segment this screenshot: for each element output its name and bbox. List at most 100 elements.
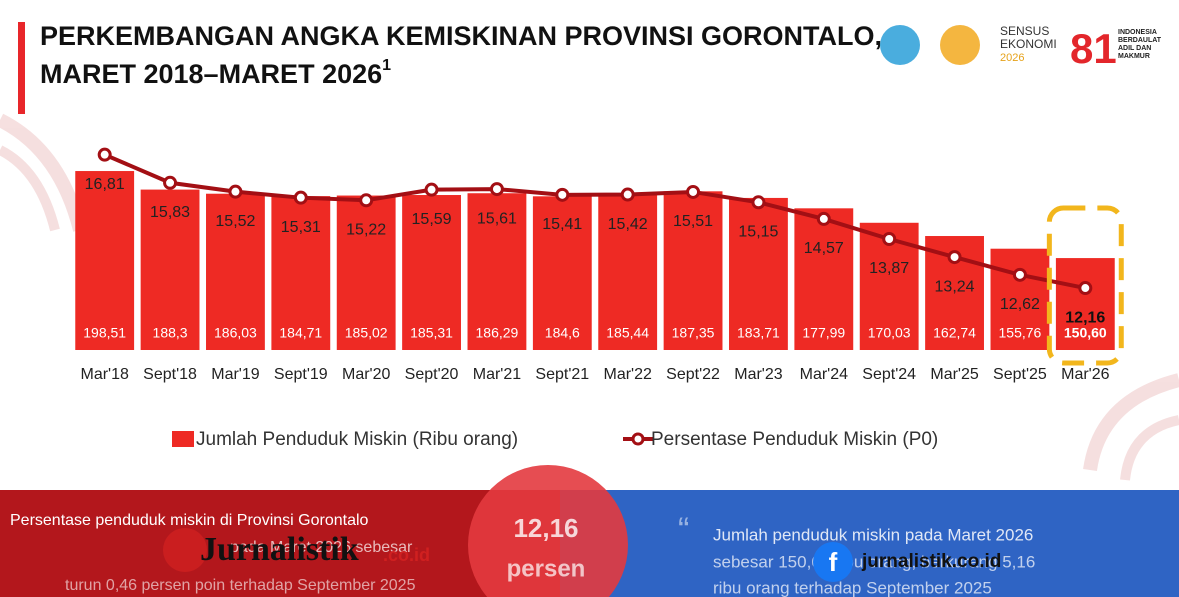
slogan: BERDAULAT [1118, 37, 1162, 44]
bar-value-label: 150,60 [1064, 325, 1107, 341]
x-tick-label: Sept'24 [862, 366, 916, 383]
line-point [97, 147, 112, 162]
line-point [555, 187, 570, 202]
legend-label: Jumlah Penduduk Miskin (Ribu orang) [196, 429, 518, 450]
bar [598, 194, 658, 350]
line-value-label: 15,42 [608, 216, 648, 233]
logo-81: 81 [1070, 25, 1117, 72]
legend-swatch [631, 432, 645, 446]
bar-value-label: 170,03 [868, 325, 911, 341]
facebook-icon [813, 542, 853, 582]
bar-value-label: 185,44 [606, 325, 649, 341]
line-value-label: 13,24 [935, 278, 975, 295]
line-value-label: 15,51 [673, 213, 713, 230]
line-point [686, 184, 701, 199]
x-tick-label: Mar'18 [80, 366, 129, 383]
bar [336, 195, 396, 350]
bar-value-label: 184,6 [545, 325, 580, 341]
summary-text: turun 0,46 persen poin terhadap Septembe… [65, 577, 416, 594]
line-point [947, 250, 962, 265]
line-point [882, 231, 897, 246]
subtitle-text: MARET 2018–MARET 2026 [40, 59, 382, 89]
bar [402, 195, 461, 350]
bar [467, 193, 527, 350]
x-tick-label: Mar'23 [734, 366, 783, 383]
x-tick-label: Mar'24 [800, 366, 849, 383]
watermark-text: jurnalistik.co.id [861, 551, 1001, 572]
line-value-label: 15,31 [281, 219, 321, 236]
bar [729, 197, 788, 350]
bar-value-label: 184,71 [279, 325, 322, 341]
line-value-label: 12,16 [1065, 309, 1105, 326]
bar-value-label: 183,71 [737, 325, 780, 341]
line-point [751, 195, 766, 210]
watermark: Jurnalistik .co.id f jurnalistik.co.id [163, 528, 1001, 582]
bar-value-label: 185,31 [410, 325, 453, 341]
logo-text: 2026 [1000, 52, 1024, 64]
watermark-text: Jurnalistik [200, 531, 359, 568]
x-tick-label: Sept'18 [143, 366, 197, 383]
x-tick-label: Sept'19 [274, 366, 328, 383]
bar [206, 193, 265, 350]
bar-value-label: 155,76 [999, 325, 1042, 341]
line-point [359, 193, 374, 208]
legend-label: Persentase Penduduk Miskin (P0) [651, 429, 938, 450]
x-tick-label: Mar'22 [603, 366, 652, 383]
bar-value-label: 198,51 [83, 325, 126, 341]
line-point [816, 211, 831, 226]
x-tick-label: Mar'19 [211, 366, 260, 383]
line-value-label: 14,57 [804, 240, 844, 257]
line-point [228, 184, 243, 199]
line-value-label: 12,62 [1000, 296, 1040, 313]
line-point [1078, 281, 1093, 296]
line-value-label: 15,52 [215, 213, 255, 230]
summary-circle [468, 465, 628, 597]
summary-right-bg [560, 490, 1179, 597]
summary-text: pada Maret 2026 sebesar [230, 539, 413, 556]
quote-mark: “ [678, 511, 689, 549]
slogan: ADIL DAN [1118, 45, 1151, 52]
bar [532, 196, 592, 350]
line-value-label: 15,61 [477, 210, 517, 227]
summary-text: Jumlah penduduk miskin pada Maret 2026 [713, 525, 1033, 544]
logo-text: EKONOMI [1000, 37, 1057, 51]
summary-text: Persentase penduduk miskin di Provinsi G… [10, 512, 369, 529]
chart-title: PERKEMBANGAN ANGKA KEMISKINAN PROVINSI G… [40, 21, 882, 51]
legend-swatch [172, 431, 194, 447]
line-point [1012, 267, 1027, 282]
summary-text: ribu orang terhadap September 2025 [713, 578, 992, 597]
bar [271, 196, 331, 350]
x-tick-label: Mar'21 [473, 366, 522, 383]
decoration [0, 113, 1179, 481]
se-logo [940, 25, 980, 65]
slogan: MAKMUR [1118, 53, 1150, 60]
line-value-label: 15,83 [150, 204, 190, 221]
bar [990, 248, 1050, 350]
line-point [163, 175, 178, 190]
line-value-label: 16,81 [85, 176, 125, 193]
highlight-box [1046, 205, 1124, 366]
bar [75, 171, 135, 350]
bar-value-label: 162,74 [933, 325, 976, 341]
line-point [620, 187, 635, 202]
facebook-f: f [829, 547, 838, 577]
x-tick-label: Mar'26 [1061, 366, 1110, 383]
x-tick-label: Sept'25 [993, 366, 1047, 383]
line-value-label: 15,41 [542, 216, 582, 233]
bar-value-label: 188,3 [153, 325, 188, 341]
bar-value-label: 187,35 [672, 325, 715, 341]
line [103, 152, 1086, 291]
bar [1055, 258, 1115, 350]
summary-text: sebesar 150,60 ribu orang, berkurang 5,1… [713, 552, 1035, 571]
chart-subtitle: MARET 2018–MARET 20261 [40, 57, 391, 89]
bps-logo [880, 25, 920, 65]
summary-unit: persen [507, 555, 586, 582]
x-tick-label: Sept'21 [535, 366, 589, 383]
x-tick-label: Mar'20 [342, 366, 391, 383]
bar [794, 208, 854, 350]
x-tick-label: Sept'22 [666, 366, 720, 383]
bar-value-label: 186,03 [214, 325, 257, 341]
bar-value-label: 185,02 [345, 325, 388, 341]
bar-value-label: 177,99 [802, 325, 845, 341]
